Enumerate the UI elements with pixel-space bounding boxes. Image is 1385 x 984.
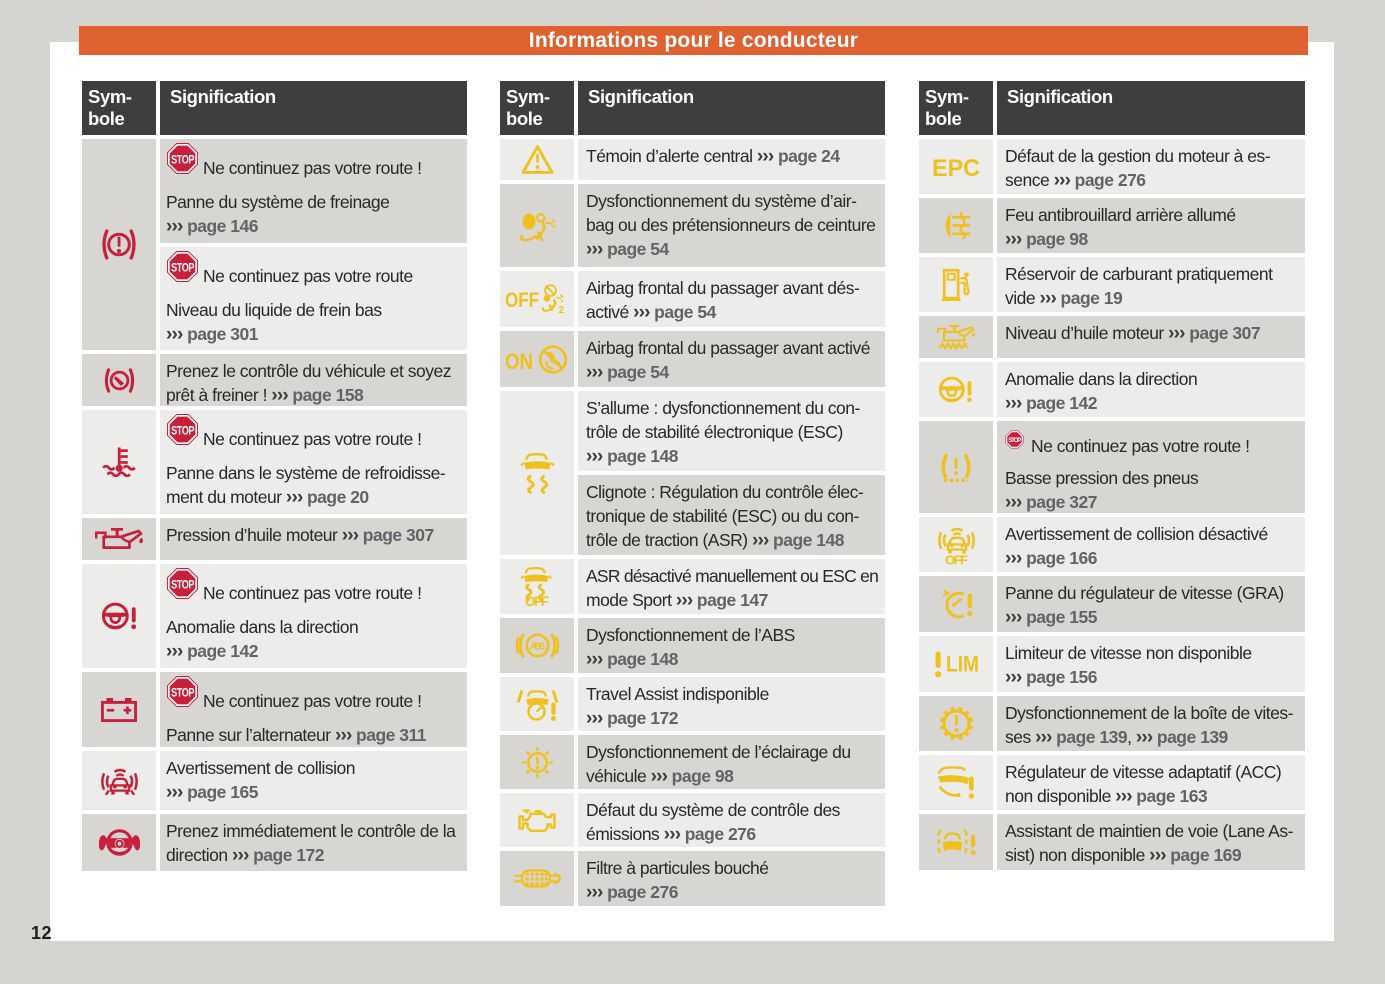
svg-text:STOP: STOP <box>171 153 194 167</box>
svg-text:OFF: OFF <box>525 594 549 607</box>
svg-text:STOP: STOP <box>1008 438 1021 444</box>
svg-text:OFF: OFF <box>506 289 539 312</box>
svg-text:EPC: EPC <box>933 157 980 177</box>
svg-text:LIM: LIM <box>946 652 979 677</box>
svg-text:OFF: OFF <box>945 552 968 565</box>
svg-text:STOP: STOP <box>171 424 194 438</box>
svg-text:STOP: STOP <box>171 261 194 275</box>
svg-text:ON: ON <box>506 349 533 374</box>
svg-text:STOP: STOP <box>171 686 194 700</box>
svg-text:ABS: ABS <box>529 641 545 652</box>
svg-text:STOP: STOP <box>171 578 194 592</box>
svg-text:2: 2 <box>558 305 564 314</box>
